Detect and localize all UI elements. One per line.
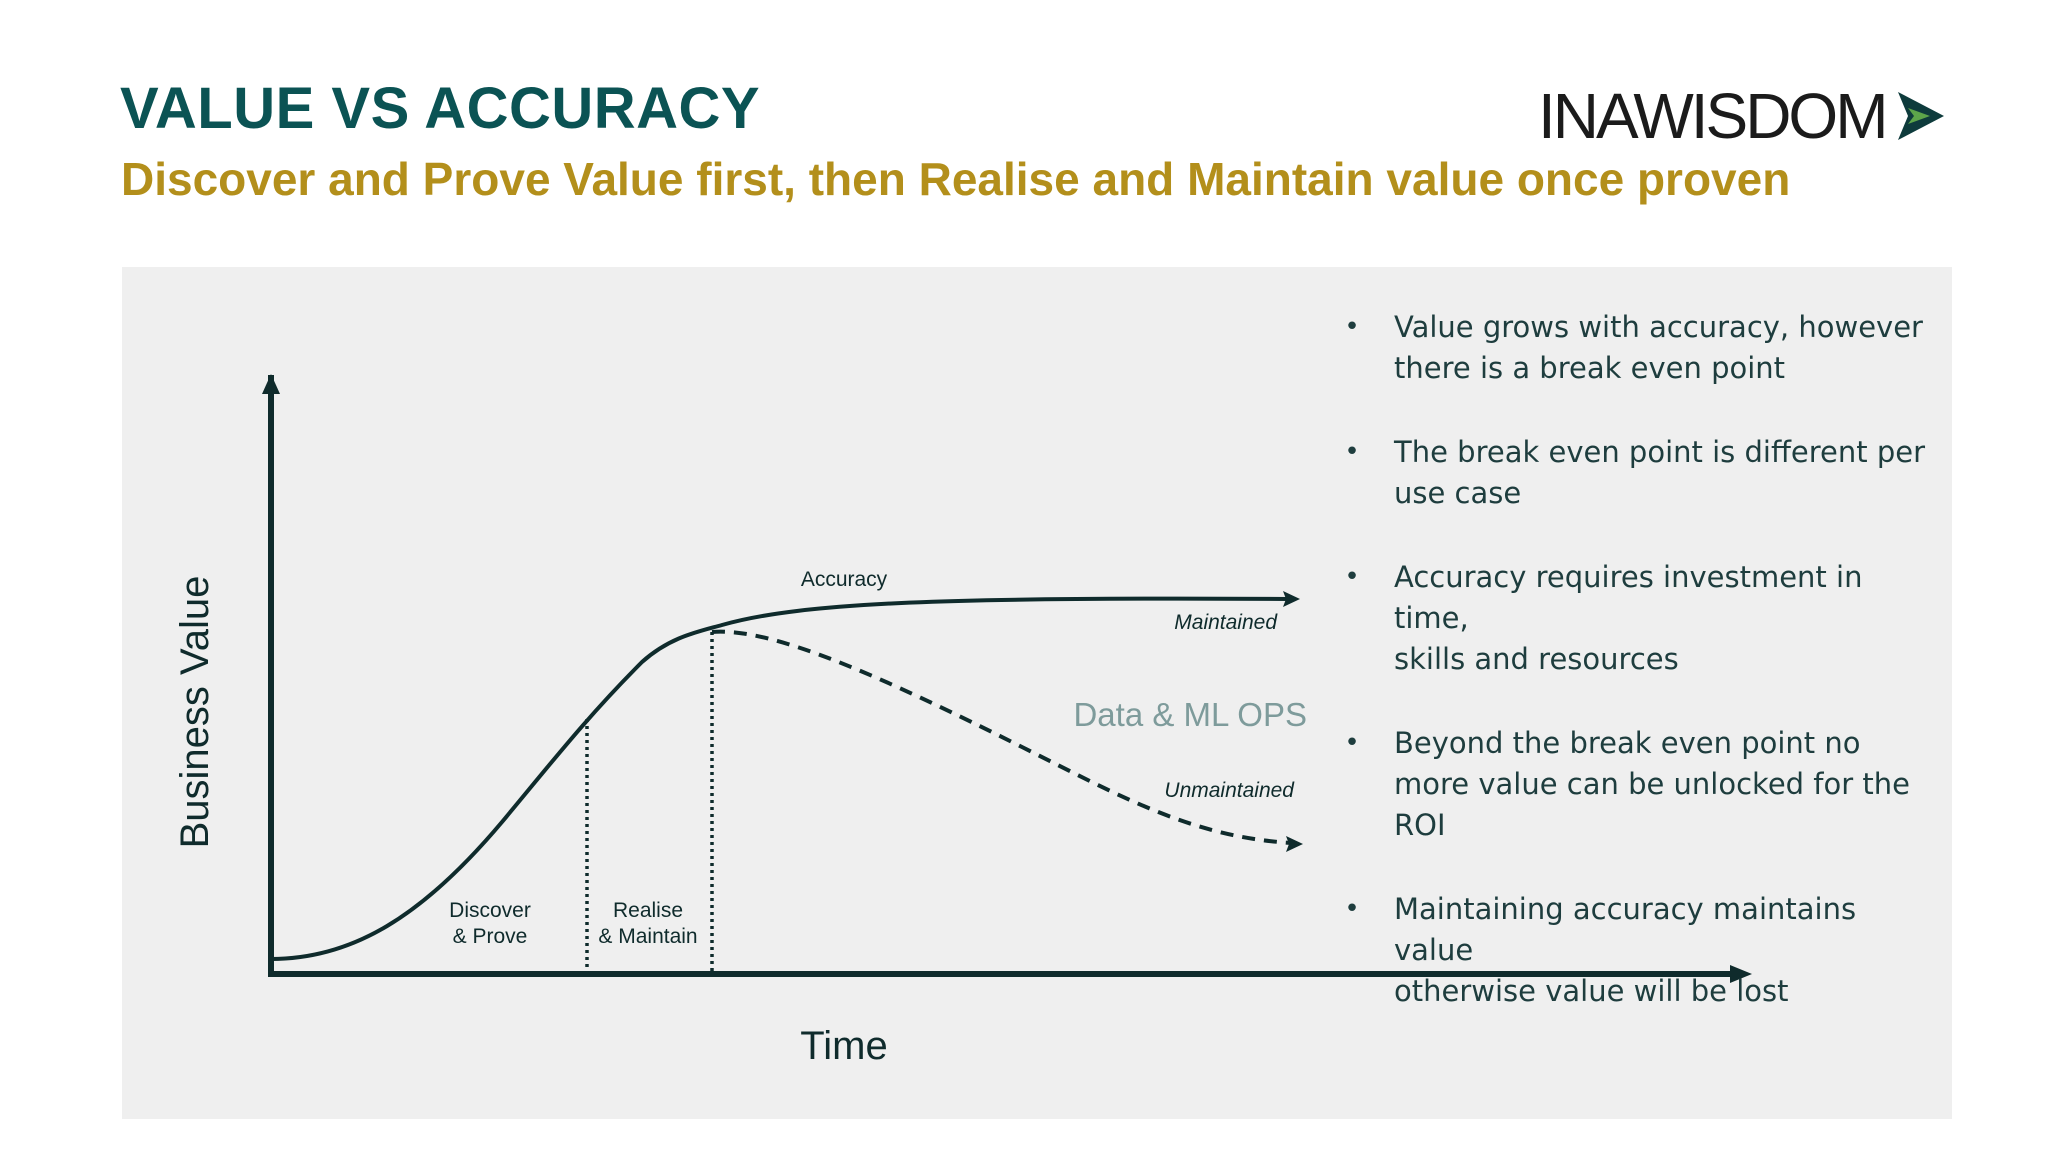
chevron-arrow-icon [1897, 92, 1944, 140]
accuracy-maintained-curve [270, 596, 1291, 961]
key-point-line: Accuracy requires investment in time, [1394, 560, 1863, 635]
unmaintained-label: Unmaintained [1164, 779, 1295, 802]
key-point-line: more value can be unlocked for the [1394, 767, 1910, 801]
logo-wordmark: INAWISDOM [1538, 80, 1888, 152]
key-point: • Value grows with accuracy, however the… [1340, 307, 1940, 389]
maintained-label: Maintained [1174, 611, 1278, 634]
bullet-dot-icon: • [1344, 894, 1360, 924]
phase-realise-line2: & Maintain [598, 925, 697, 948]
diagram-panel: Business Value Time Accuracy Maintained … [122, 267, 1952, 1119]
page-subtitle: Discover and Prove Value first, then Rea… [121, 153, 1791, 205]
key-point: • Beyond the break even point no more va… [1340, 723, 1940, 846]
x-axis-label: Time [800, 1024, 887, 1068]
key-point-line: The break even point is different per [1394, 435, 1926, 469]
key-point-line: Beyond the break even point no [1394, 726, 1861, 760]
data-ml-ops-label: Data & ML OPS [1073, 696, 1307, 733]
key-point-line: otherwise value will be lost [1394, 974, 1789, 1008]
key-point: • The break even point is different per … [1340, 432, 1940, 514]
bullet-dot-icon: • [1344, 437, 1360, 467]
bullet-dot-icon: • [1344, 728, 1360, 758]
accuracy-label: Accuracy [801, 568, 888, 591]
x-axis-arrowhead [1730, 965, 1752, 983]
page-title: VALUE VS ACCURACY [120, 76, 761, 141]
phase-discover-line1: Discover [449, 899, 531, 922]
key-point-line: there is a break even point [1394, 351, 1786, 385]
key-point-line: Value grows with accuracy, however [1394, 310, 1923, 344]
key-point-line: Maintaining accuracy maintains value [1394, 892, 1857, 967]
key-point: • Maintaining accuracy maintains value o… [1340, 889, 1940, 1012]
key-point: • Accuracy requires investment in time, … [1340, 557, 1940, 680]
y-axis-arrowhead [262, 374, 280, 394]
accuracy-unmaintained-curve [711, 629, 1293, 845]
bullet-dot-icon: • [1344, 312, 1360, 342]
maintained-arrowhead [1283, 591, 1300, 607]
inawisdom-logo: INAWISDOM [1538, 76, 1950, 156]
y-axis-label: Business Value [173, 576, 217, 849]
key-point-line: ROI [1394, 808, 1446, 842]
key-point-line: skills and resources [1394, 642, 1679, 676]
bullet-dot-icon: • [1344, 562, 1360, 592]
unmaintained-arrowhead [1286, 836, 1303, 852]
key-points-list: • Value grows with accuracy, however the… [1340, 307, 1940, 1055]
value-accuracy-diagram: Business Value Time Accuracy Maintained … [173, 374, 1752, 1068]
key-point-line: use case [1394, 476, 1522, 510]
phase-realise-line1: Realise [613, 899, 683, 922]
phase-discover-line2: & Prove [453, 925, 528, 948]
